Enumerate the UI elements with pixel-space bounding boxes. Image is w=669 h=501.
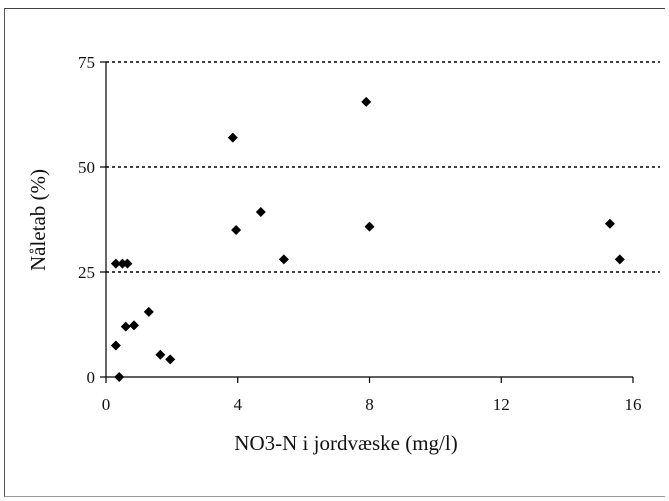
data-points [110,96,625,382]
y-tick-label: 0 [87,368,96,387]
y-tick-label: 25 [78,263,95,282]
data-point [114,372,125,382]
data-point [128,320,139,331]
data-point [143,306,154,317]
data-point [604,218,615,229]
data-point [364,221,375,232]
y-axis-ticks: 0 25 50 75 [78,53,106,387]
data-point [231,225,242,235]
x-axis-ticks: 0 4 8 12 16 [102,377,642,414]
data-point [278,254,289,265]
x-tick-label: 16 [625,395,642,414]
data-point [165,354,176,365]
chart-frame [4,8,665,497]
data-point [120,321,131,332]
gridlines [106,61,660,273]
x-tick-label: 0 [102,395,111,414]
data-point [122,258,133,269]
data-point [155,349,166,360]
data-point [361,96,372,107]
data-point [255,206,266,217]
y-axis-title: Nåletab (%) [26,169,50,271]
data-point [227,132,238,143]
y-tick-label: 50 [78,158,95,177]
y-tick-label: 75 [78,53,95,72]
x-tick-label: 8 [365,395,374,414]
data-point [110,258,121,269]
axes [105,62,633,378]
data-point [614,254,625,265]
x-axis-title: NO3-N i jordvæske (mg/l) [234,431,457,455]
x-tick-label: 4 [234,395,243,414]
x-tick-label: 12 [493,395,510,414]
data-point [110,340,121,351]
